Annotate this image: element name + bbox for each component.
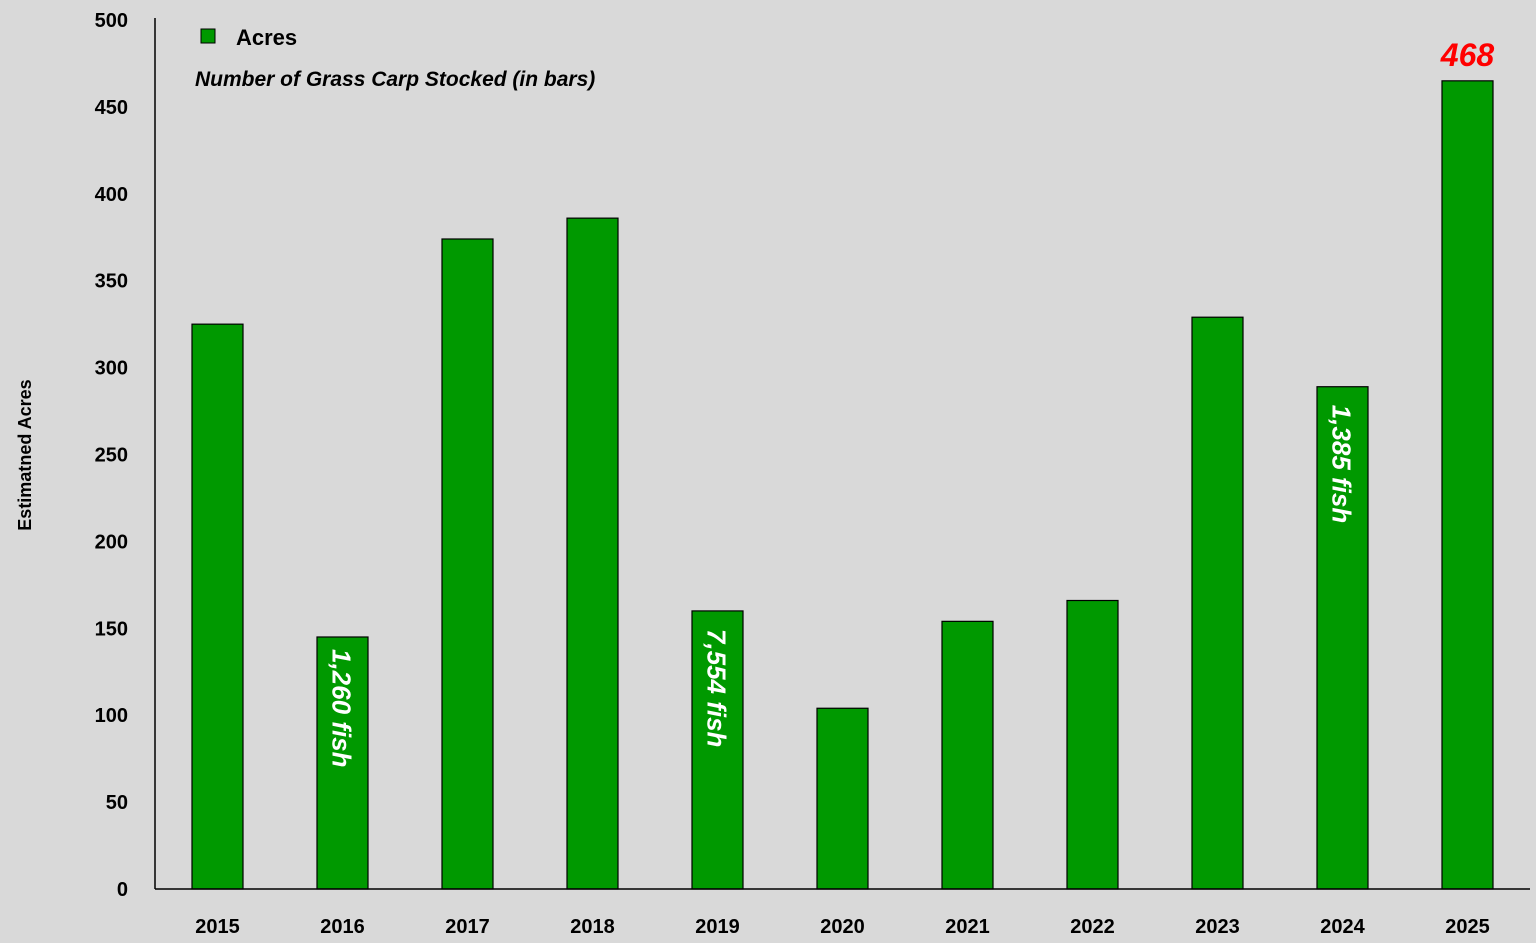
bar-2019: [691, 610, 744, 890]
y-tick-label: 300: [95, 358, 128, 380]
bar-2018: [566, 217, 619, 890]
x-tick-label: 2025: [1445, 916, 1490, 938]
y-tick-label: 150: [95, 618, 128, 640]
x-tick-labels: 2015 2016 2017 2018 2019 2020 2021 2022 2023 2024…: [195, 916, 1490, 938]
legend-swatch-acres: [200, 28, 216, 44]
y-tick-label: 250: [95, 445, 128, 467]
bars-layer: [191, 80, 1494, 890]
chart-subtitle: Number of Grass Carp Stocked (in bars): [195, 68, 595, 91]
x-tick-label: 2017: [445, 916, 490, 938]
y-tick-label: 200: [95, 531, 128, 553]
y-axis-label: Estimatned Acres: [15, 379, 35, 530]
bar-2020: [816, 707, 869, 890]
bar-2023: [1191, 316, 1244, 890]
y-tick-label: 400: [95, 184, 128, 206]
bar-annotation-2024: 1,385 fish: [1327, 405, 1357, 524]
x-tick-label: 2021: [945, 916, 990, 938]
bar-2017: [441, 238, 494, 890]
bar-annotations-layer: 1,260 fish 7,554 fish 1,385 fish: [327, 405, 1357, 768]
value-labels-layer: 468: [1440, 37, 1495, 73]
y-tick-label: 350: [95, 271, 128, 293]
bar-2021: [941, 620, 994, 890]
y-tick-label: 50: [106, 792, 128, 814]
legend-label-acres: Acres: [236, 25, 297, 50]
x-tick-label: 2023: [1195, 916, 1240, 938]
bar-2024: [1316, 386, 1369, 890]
x-tick-label: 2018: [570, 916, 615, 938]
bar-2025: [1441, 80, 1494, 890]
y-tick-label: 450: [95, 97, 128, 119]
bar-2016: [316, 636, 369, 890]
x-tick-label: 2015: [195, 916, 240, 938]
x-tick-label: 2020: [820, 916, 865, 938]
bar-2015: [191, 323, 244, 890]
value-label-2025: 468: [1440, 37, 1495, 73]
bar-annotation-2016: 1,260 fish: [327, 649, 357, 768]
bar-annotation-2019: 7,554 fish: [702, 629, 732, 748]
axes-layer: [154, 18, 1530, 890]
bar-2022: [1066, 599, 1119, 890]
x-tick-label: 2024: [1320, 916, 1365, 938]
x-tick-label: 2022: [1070, 916, 1115, 938]
legend: Acres: [200, 25, 297, 50]
x-tick-label: 2019: [695, 916, 740, 938]
y-tick-label: 500: [95, 10, 128, 32]
y-tick-labels: 0 50 100 150 200 250 300 350 400 450 500: [95, 10, 128, 901]
x-tick-label: 2016: [320, 916, 365, 938]
y-tick-label: 0: [117, 879, 128, 901]
y-tick-label: 100: [95, 705, 128, 727]
